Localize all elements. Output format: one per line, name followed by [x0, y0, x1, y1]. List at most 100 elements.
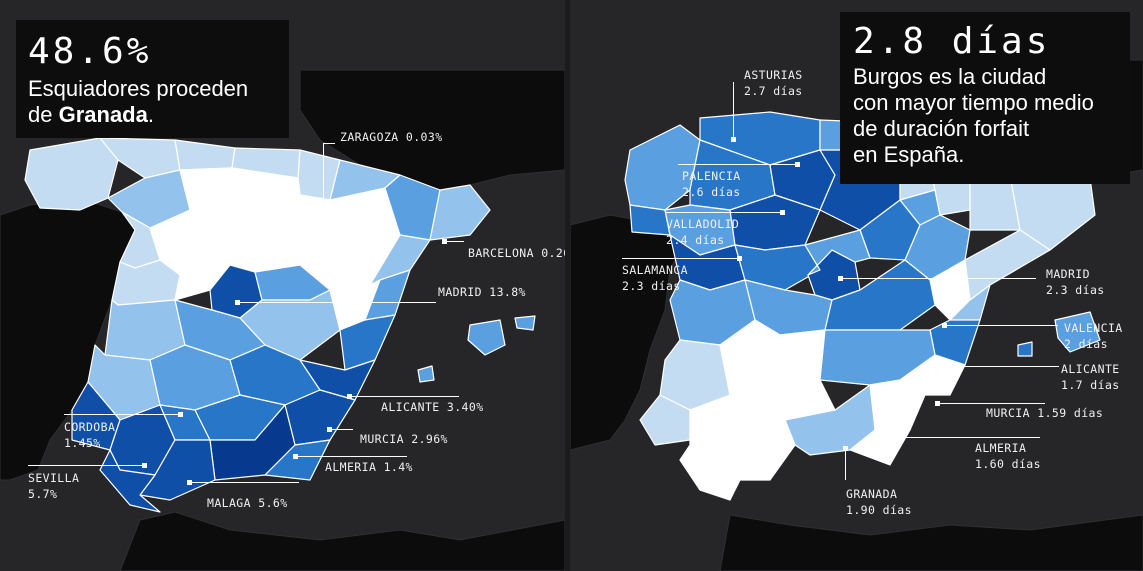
right-map-panel: 2.8 días Burgos es la ciudad con mayor t… [570, 0, 1143, 571]
label-madrid-name: MADRID [1046, 267, 1090, 281]
palencia-leader [678, 164, 795, 165]
label-granada-name: GRANADA [846, 487, 898, 501]
alicante-leader [951, 366, 1059, 367]
murcia-marker [935, 401, 940, 406]
salamanca-marker [737, 256, 742, 261]
salamanca-leader [622, 258, 737, 259]
spain-origin-map [0, 69, 565, 571]
almeria-leader [890, 437, 1040, 438]
label-murcia: MURCIA 2.96% [360, 432, 448, 446]
label-palencia-value: 2.6 días [682, 185, 741, 199]
label-sevilla-name: SEVILLA [28, 471, 80, 485]
murcia-leader [939, 403, 1045, 404]
madrid-marker [838, 276, 843, 281]
valencia-marker [942, 323, 947, 328]
label-valladolid-name: VALLADOLID [666, 217, 740, 231]
region-ibiza [1017, 341, 1033, 357]
granada-leader [845, 450, 846, 480]
region-barcelona [429, 184, 491, 241]
valladolid-leader [666, 212, 780, 213]
africa-land [119, 511, 565, 571]
region-galicia [624, 124, 701, 211]
region-huelva [71, 381, 121, 451]
label-almeria-name: ALMERIA [975, 441, 1027, 455]
zaragoza-leader-top [323, 143, 335, 144]
label-almeria-value: 1.60 días [975, 457, 1041, 471]
left-headline-line-2: de Granada. [28, 102, 154, 128]
region-huelva [639, 394, 691, 446]
cordoba-marker [178, 412, 183, 417]
alicante-leader [351, 396, 459, 397]
label-cordoba-name: CORDOBA [64, 420, 116, 434]
left-headline-bold: Granada [58, 102, 148, 127]
label-almeria: ALMERIA 1.4% [325, 460, 413, 474]
label-sevilla-value: 5.7% [28, 487, 58, 501]
right-headline-line-1: Burgos es la ciudad [853, 64, 1047, 89]
region-almeria [849, 429, 911, 466]
label-alicante-value: 1.7 días [1061, 378, 1120, 392]
sevilla-marker [142, 463, 147, 468]
almeria-leader [297, 456, 407, 457]
region-ibiza [417, 365, 435, 383]
malaga-leader [191, 482, 299, 483]
left-headline-value: 48.6% [28, 31, 152, 72]
barcelona-marker [442, 239, 447, 244]
alicante-marker [947, 364, 952, 369]
right-headline-box: 2.8 días Burgos es la ciudad con mayor t… [840, 12, 1130, 184]
label-madrid: MADRID 13.8% [438, 285, 526, 299]
label-asturias-value: 2.7 días [744, 84, 803, 98]
label-cordoba-value: 1.45% [64, 436, 101, 450]
region-galicia [24, 137, 119, 211]
right-headline-line-2: con mayor tiempo medio [853, 90, 1094, 115]
madrid-leader [842, 278, 1036, 279]
region-guadalajara [804, 229, 871, 276]
granada-marker [843, 446, 848, 451]
sevilla-leader [28, 465, 142, 466]
region-salamanca [111, 259, 181, 306]
left-headline-suffix: . [147, 102, 154, 127]
right-headline-line-3: de duración forfait [853, 116, 1030, 141]
malaga-marker [187, 480, 192, 485]
cordoba-leader [64, 414, 178, 415]
asturias-leader [733, 82, 734, 138]
palencia-marker [795, 162, 800, 167]
murcia-marker [327, 427, 332, 432]
region-tarragona [964, 229, 1051, 301]
label-salamanca-name: SALAMANCA [622, 263, 688, 277]
valencia-leader [946, 325, 1058, 326]
label-valladolid-value: 2.4 días [666, 233, 725, 247]
murcia-leader [331, 429, 353, 430]
label-salamanca-value: 2.3 días [622, 279, 681, 293]
label-madrid-value: 2.3 días [1046, 283, 1105, 297]
label-barcelona: BARCELONA 0.26% [468, 246, 565, 260]
region-cantabria [174, 139, 236, 171]
label-murcia: MURCIA 1.59 días [986, 406, 1104, 420]
label-palencia-name: PALENCIA [682, 169, 741, 183]
region-mallorca [467, 319, 506, 356]
left-headline-box: 48.6% Esquiadores proceden de Granada. [16, 20, 289, 138]
almeria-marker [293, 454, 298, 459]
label-valencia-value: 2 días [1064, 337, 1108, 351]
madrid-leader [239, 302, 436, 303]
region-menorca [514, 315, 536, 331]
label-malaga: MALAGA 5.6% [207, 496, 288, 510]
africa-land [719, 514, 1143, 571]
alicante-marker [347, 394, 352, 399]
almeria-marker [886, 435, 891, 440]
label-alicante-name: ALICANTE [1061, 362, 1120, 376]
label-granada-value: 1.90 días [846, 503, 912, 517]
label-zaragoza: ZARAGOZA 0.03% [340, 130, 443, 144]
region-galicia-south [629, 204, 671, 236]
left-headline-line-1: Esquiadores proceden [28, 76, 249, 101]
region-almeria [264, 439, 331, 481]
left-map-panel: 48.6% Esquiadores proceden de Granada. Z… [0, 0, 565, 571]
left-headline-prefix: de [28, 102, 59, 127]
region-cadiz [679, 444, 741, 501]
label-alicante: ALICANTE 3.40% [381, 400, 484, 414]
madrid-marker [235, 300, 240, 305]
zaragoza-leader [323, 143, 324, 203]
right-headline-line-4: en España. [853, 142, 965, 167]
label-valencia-name: VALENCIA [1064, 321, 1123, 335]
asturias-marker [731, 137, 736, 142]
valladolid-marker [780, 210, 785, 215]
